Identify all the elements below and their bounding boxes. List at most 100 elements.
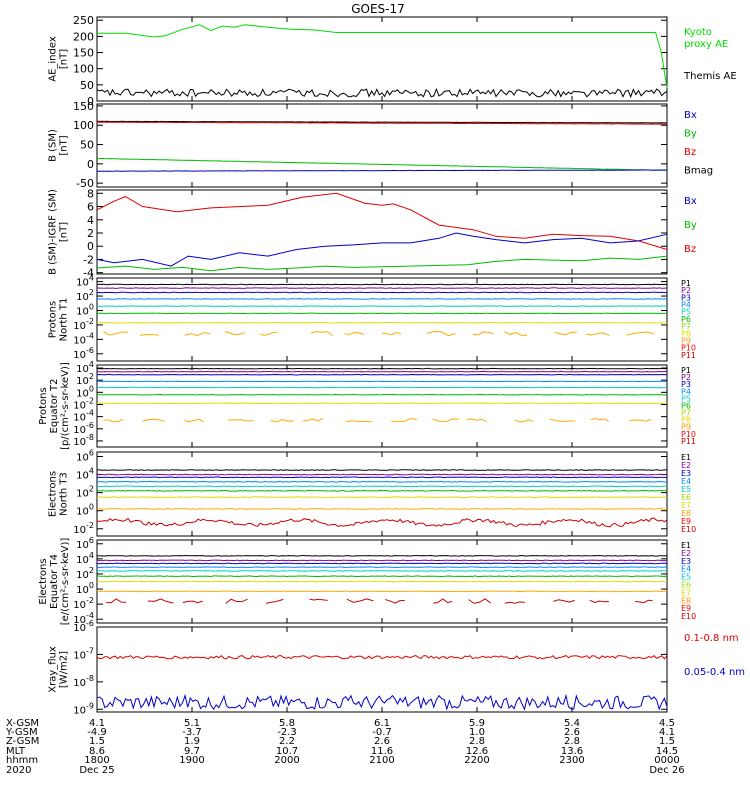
series-line-channel (96, 370, 667, 373)
x-axis-cell: 2100 (369, 755, 394, 766)
series-line-channel (96, 554, 668, 557)
legend-label: P6 (681, 401, 691, 410)
y-axis-label: B (SM)-IGRF (SM) (48, 189, 59, 275)
y-axis-label: Equator T2 (49, 379, 60, 434)
y-tick-label: 50 (80, 139, 94, 152)
x-axis-cell: -0.7 (372, 727, 392, 738)
legend-label: proxy AE (684, 39, 728, 50)
series-line-channel (96, 298, 668, 300)
x-axis-cell: 2000 (274, 755, 299, 766)
series-line-channel (96, 402, 668, 405)
legend-label: P7 (681, 409, 691, 418)
y-tick-label: -50 (76, 177, 94, 190)
series-line-channel (225, 598, 248, 604)
legend-label: P8 (681, 416, 691, 425)
y-tick-label: 10-4 (73, 331, 94, 346)
series-line-channel (472, 331, 494, 336)
x-axis-row-label: Y-GSM (5, 727, 38, 738)
x-axis-cell: 2.8 (469, 736, 485, 747)
legend-label: Bx (684, 196, 697, 207)
legend-label: P7 (681, 322, 691, 331)
series-line-channel (382, 332, 401, 336)
y-tick-label: 100 (76, 581, 94, 596)
x-axis-cell: -4.9 (87, 727, 107, 738)
series-line-channel (96, 580, 668, 583)
series-line-channel (626, 331, 655, 336)
x-axis-cell: Dec 25 (79, 765, 114, 776)
x-axis-cell: -2.3 (277, 727, 297, 738)
series-line-channel (553, 599, 575, 603)
series-line-channel (344, 332, 364, 335)
legend-label: P5 (681, 394, 691, 403)
y-axis-label: [e/(cm²-s-sr-keV)] (60, 538, 71, 626)
legend-label: P5 (681, 308, 691, 317)
legend-label: E1 (681, 541, 691, 550)
y-axis-label: [nT] (59, 49, 70, 69)
series-line-channel (106, 598, 127, 604)
series-line-channel (96, 590, 668, 593)
x-axis-cell: 5.1 (184, 718, 200, 729)
series-line-channel (97, 283, 668, 286)
series-line-channel (635, 599, 653, 604)
series-line-channel (96, 367, 668, 370)
x-axis-cell: 2.2 (279, 736, 295, 747)
legend-label: P6 (681, 315, 691, 324)
legend-label: E2 (681, 549, 691, 558)
series-line-Bx (96, 232, 668, 267)
x-axis-cell: 1900 (179, 755, 204, 766)
series-line-channel (184, 332, 211, 337)
series-line-channel (96, 373, 668, 376)
series-line-channel (103, 418, 124, 423)
legend-label: E8 (681, 596, 691, 605)
x-axis-row-label: hhmm (6, 755, 38, 766)
x-axis-cell: 5.9 (469, 718, 485, 729)
y-tick-label: 10-8 (73, 674, 94, 689)
x-axis-cell: 4.1 (659, 727, 675, 738)
legend-label: E9 (681, 517, 691, 526)
series-line-channel (96, 305, 668, 307)
x-axis-cell: 1.5 (659, 736, 675, 747)
series-line-By (96, 157, 667, 171)
series-line-channel (310, 330, 333, 337)
series-line-channel (585, 332, 610, 336)
y-tick-label: 150 (73, 100, 94, 113)
legend-label: Bz (684, 244, 696, 255)
series-line-channel (96, 476, 668, 479)
y-tick-label: 0 (87, 240, 94, 253)
series-line-channel (629, 419, 652, 422)
legend-label: P11 (681, 351, 696, 360)
x-axis-row-label: MLT (6, 746, 26, 757)
series-line-channel (227, 419, 254, 422)
x-axis-row-label: Z-GSM (6, 736, 39, 747)
series-line-channel (96, 559, 667, 562)
x-axis-cell: 1.0 (469, 727, 485, 738)
y-axis-label: Protons (38, 387, 49, 424)
series-line-0.05-0.4 nm (96, 693, 668, 711)
legend-label: E4 (681, 565, 691, 574)
series-line-channel (96, 575, 668, 578)
series-line-channel (426, 330, 456, 337)
y-tick-label: -2 (83, 253, 94, 266)
legend-label: E10 (681, 612, 696, 621)
legend-label: P3 (681, 293, 691, 302)
series-line-channel (140, 333, 159, 336)
y-tick-label: 8 (87, 187, 94, 200)
y-axis-label: [p/(cm²-s-sr-keV)] (60, 362, 71, 450)
series-line-channel (590, 418, 610, 422)
x-axis-cell: 6.1 (374, 718, 390, 729)
x-axis-cell: 5.8 (279, 718, 295, 729)
legend-label: P8 (681, 329, 691, 338)
series-line-channel (345, 420, 372, 423)
series-line-channel (96, 312, 668, 315)
y-axis-label: [W/m2] (59, 651, 70, 688)
series-line-channel (142, 418, 166, 422)
x-axis-cell: 1.9 (184, 736, 200, 747)
y-tick-label: 106 (76, 449, 94, 464)
series-line-channel (97, 386, 668, 389)
y-axis-label: [nT] (59, 222, 70, 242)
y-tick-label: 4 (87, 214, 94, 227)
